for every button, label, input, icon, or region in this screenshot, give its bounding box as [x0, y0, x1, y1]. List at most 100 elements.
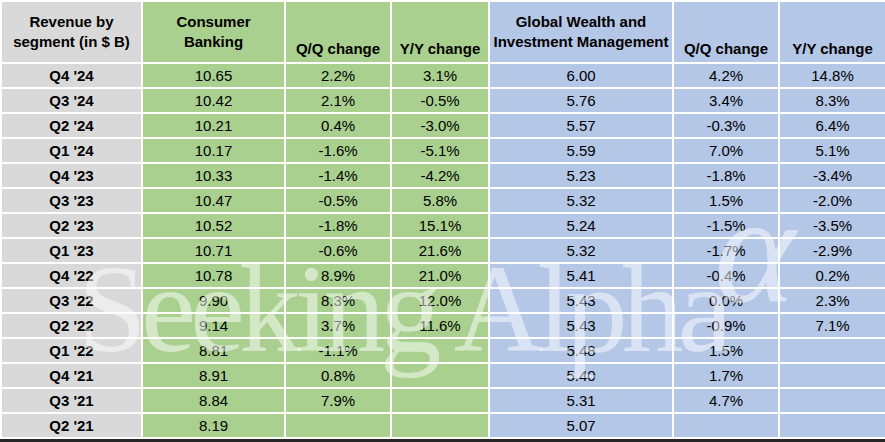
table-row: Q1 '228.81-1.1%5.481.5% — [1, 338, 885, 363]
cb-revenue-cell: 10.52 — [142, 213, 285, 238]
cb-qq-change-cell: -1.6% — [285, 138, 391, 163]
gwim-revenue-cell: 5.76 — [489, 88, 673, 113]
table-row: Q2 '2310.52-1.8%15.1%5.24-1.5%-3.5% — [1, 213, 885, 238]
table-row: Q2 '218.19 5.07 — [1, 413, 885, 438]
cb-yy-change-cell — [391, 388, 489, 413]
gwim-yy-change-cell: 6.4% — [779, 113, 885, 138]
gwim-qq-change-cell: -1.7% — [673, 238, 779, 263]
cb-qq-change-cell: 0.4% — [285, 113, 391, 138]
gwim-qq-change-cell: 0.0% — [673, 288, 779, 313]
cb-qq-change-header: Q/Q change — [285, 1, 391, 63]
table-row: Q2 '2410.210.4%-3.0%5.57-0.3%6.4% — [1, 113, 885, 138]
cb-yy-change-cell: 11.6% — [391, 313, 489, 338]
cb-qq-change-cell: 2.1% — [285, 88, 391, 113]
gwim-revenue-cell: 5.23 — [489, 163, 673, 188]
consumer-banking-header: Consumer Banking — [142, 1, 285, 63]
cb-yy-change-cell: 5.8% — [391, 188, 489, 213]
cb-yy-change-cell: -0.5% — [391, 88, 489, 113]
quarter-row-label: Q3 '23 — [1, 188, 142, 213]
gwim-qq-change-cell: -1.8% — [673, 163, 779, 188]
gwim-qq-change-cell: 4.7% — [673, 388, 779, 413]
gwim-revenue-cell: 5.59 — [489, 138, 673, 163]
table-row: Q3 '2410.422.1%-0.5%5.763.4%8.3% — [1, 88, 885, 113]
cb-revenue-cell: 8.19 — [142, 413, 285, 438]
cb-qq-change-cell: -1.4% — [285, 163, 391, 188]
cb-qq-change-cell — [285, 413, 391, 438]
cb-qq-change-cell: 3.7% — [285, 313, 391, 338]
gwim-qq-change-cell: -1.5% — [673, 213, 779, 238]
quarter-row-label: Q2 '23 — [1, 213, 142, 238]
gwim-qq-change-cell: 3.4% — [673, 88, 779, 113]
gwim-revenue-cell: 5.32 — [489, 188, 673, 213]
gwim-qq-change-cell: -0.4% — [673, 263, 779, 288]
gwim-qq-change-cell: -0.3% — [673, 113, 779, 138]
quarter-row-label: Q4 '24 — [1, 63, 142, 88]
gwim-qq-change-cell — [673, 413, 779, 438]
quarter-row-label: Q2 '22 — [1, 313, 142, 338]
gwim-revenue-cell: 5.57 — [489, 113, 673, 138]
gwim-qq-change-cell: 4.2% — [673, 63, 779, 88]
cb-revenue-cell: 10.71 — [142, 238, 285, 263]
cb-yy-change-cell: 15.1% — [391, 213, 489, 238]
gwim-yy-change-cell — [779, 338, 885, 363]
cb-revenue-cell: 10.17 — [142, 138, 285, 163]
table-body: Q4 '2410.652.2%3.1%6.004.2%14.8%Q3 '2410… — [1, 63, 885, 438]
quarter-row-label: Q3 '24 — [1, 88, 142, 113]
quarter-row-label: Q3 '22 — [1, 288, 142, 313]
cb-yy-change-cell: 3.1% — [391, 63, 489, 88]
quarter-row-label: Q4 '23 — [1, 163, 142, 188]
table-row: Q4 '218.910.8%5.401.7% — [1, 363, 885, 388]
gwim-yy-change-header: Y/Y change — [779, 1, 885, 63]
revenue-by-segment-page: Revenue by segment (in $ B) Consumer Ban… — [0, 0, 885, 442]
cb-revenue-cell: 9.90 — [142, 288, 285, 313]
table-row: Q3 '229.908.3%12.0%5.430.0%2.3% — [1, 288, 885, 313]
gwim-yy-change-cell: -2.0% — [779, 188, 885, 213]
gwim-yy-change-cell: -3.4% — [779, 163, 885, 188]
gwim-yy-change-cell — [779, 388, 885, 413]
corner-header-revenue-by-segment: Revenue by segment (in $ B) — [1, 1, 142, 63]
cb-yy-change-header: Y/Y change — [391, 1, 489, 63]
gwim-header: Global Wealth and Investment Management — [489, 1, 673, 63]
gwim-yy-change-cell: -2.9% — [779, 238, 885, 263]
cb-yy-change-cell: 21.6% — [391, 238, 489, 263]
gwim-revenue-cell: 5.41 — [489, 263, 673, 288]
cb-qq-change-cell: 7.9% — [285, 388, 391, 413]
gwim-qq-change-header: Q/Q change — [673, 1, 779, 63]
cb-qq-change-cell: -0.6% — [285, 238, 391, 263]
cb-yy-change-cell — [391, 363, 489, 388]
table-row: Q4 '2210.788.9%21.0%5.41-0.4%0.2% — [1, 263, 885, 288]
gwim-revenue-cell: 5.31 — [489, 388, 673, 413]
quarter-row-label: Q3 '21 — [1, 388, 142, 413]
quarter-row-label: Q4 '21 — [1, 363, 142, 388]
cb-qq-change-cell: 8.3% — [285, 288, 391, 313]
cb-qq-change-cell: -1.1% — [285, 338, 391, 363]
gwim-yy-change-cell: 7.1% — [779, 313, 885, 338]
table-row: Q4 '2310.33-1.4%-4.2%5.23-1.8%-3.4% — [1, 163, 885, 188]
cb-qq-change-cell: -0.5% — [285, 188, 391, 213]
table-row: Q4 '2410.652.2%3.1%6.004.2%14.8% — [1, 63, 885, 88]
gwim-revenue-cell: 5.43 — [489, 313, 673, 338]
cb-yy-change-cell: 21.0% — [391, 263, 489, 288]
gwim-revenue-cell: 5.07 — [489, 413, 673, 438]
gwim-qq-change-cell: 7.0% — [673, 138, 779, 163]
gwim-yy-change-cell — [779, 413, 885, 438]
cb-revenue-cell: 8.81 — [142, 338, 285, 363]
cb-yy-change-cell: -4.2% — [391, 163, 489, 188]
gwim-revenue-cell: 6.00 — [489, 63, 673, 88]
table-row: Q3 '2310.47-0.5%5.8%5.321.5%-2.0% — [1, 188, 885, 213]
table-row: Q3 '218.847.9% 5.314.7% — [1, 388, 885, 413]
cb-yy-change-cell — [391, 413, 489, 438]
quarter-row-label: Q2 '21 — [1, 413, 142, 438]
gwim-revenue-cell: 5.43 — [489, 288, 673, 313]
gwim-yy-change-cell: -3.5% — [779, 213, 885, 238]
cb-revenue-cell: 10.42 — [142, 88, 285, 113]
cb-yy-change-cell: 12.0% — [391, 288, 489, 313]
cb-revenue-cell: 8.84 — [142, 388, 285, 413]
quarter-row-label: Q1 '24 — [1, 138, 142, 163]
gwim-revenue-cell: 5.24 — [489, 213, 673, 238]
cb-qq-change-cell: 0.8% — [285, 363, 391, 388]
gwim-revenue-cell: 5.32 — [489, 238, 673, 263]
gwim-yy-change-cell: 0.2% — [779, 263, 885, 288]
gwim-qq-change-cell: 1.5% — [673, 188, 779, 213]
cb-yy-change-cell — [391, 338, 489, 363]
